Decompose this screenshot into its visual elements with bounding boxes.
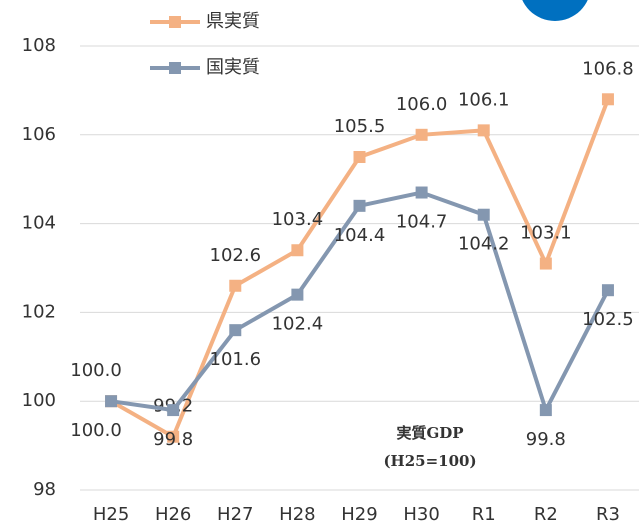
point-marker — [353, 151, 366, 163]
point-marker — [229, 279, 242, 292]
data-label: 103.4 — [272, 209, 324, 230]
annotation: 実質GDP — [396, 424, 463, 442]
y-tick-label: 100 — [22, 390, 56, 411]
point-marker — [477, 208, 490, 221]
x-tick-label: H28 — [279, 504, 315, 524]
legend-label: 県実質 — [206, 11, 260, 32]
y-tick-label: 106 — [22, 124, 56, 145]
data-label: 104.7 — [396, 212, 448, 233]
data-label: 106.0 — [396, 94, 448, 115]
point-marker — [291, 244, 304, 257]
point-marker — [353, 199, 366, 212]
point-marker — [291, 288, 304, 301]
data-label: 100.0 — [70, 360, 122, 381]
x-tick-label: H30 — [403, 504, 439, 524]
data-label: 103.1 — [520, 223, 572, 244]
data-label: 106.8 — [582, 58, 634, 79]
y-tick-label: 108 — [22, 35, 56, 56]
point-marker — [539, 404, 552, 417]
x-tick-label: R2 — [534, 504, 558, 524]
y-tick-label: 102 — [22, 301, 56, 322]
x-tick-label: R3 — [596, 504, 620, 524]
legend-marker — [169, 16, 181, 28]
point-marker — [105, 395, 118, 408]
x-tick-label: H25 — [93, 504, 129, 524]
x-tick-label: H27 — [217, 504, 253, 524]
x-tick-label: R1 — [472, 504, 496, 524]
data-label: 99.8 — [526, 429, 566, 450]
data-label: 104.2 — [458, 234, 510, 255]
point-marker — [415, 128, 428, 141]
data-label: 102.6 — [210, 245, 262, 266]
series-line — [110, 98, 610, 440]
decoration-circle — [522, 0, 588, 21]
y-tick-label: 104 — [22, 213, 56, 234]
data-label: 102.5 — [582, 309, 634, 330]
data-label: 105.5 — [334, 116, 386, 137]
point-marker — [601, 93, 614, 106]
data-label: 102.4 — [272, 314, 324, 335]
data-label: 104.4 — [334, 225, 386, 246]
point-marker — [229, 324, 242, 337]
data-label: 99.8 — [153, 429, 193, 450]
point-marker — [167, 404, 180, 417]
data-label: 106.1 — [458, 89, 510, 110]
data-label: 101.6 — [210, 349, 262, 370]
point-marker — [601, 284, 614, 297]
point-marker — [167, 430, 180, 443]
point-marker — [415, 186, 428, 199]
data-label: 100.0 — [70, 420, 122, 441]
annotation: (H25=100) — [383, 452, 476, 470]
legend-marker — [169, 62, 181, 74]
x-tick-label: H29 — [341, 504, 377, 524]
point-marker — [539, 257, 552, 270]
point-marker — [477, 124, 490, 137]
x-tick-label: H26 — [155, 504, 191, 524]
y-tick-label: 98 — [33, 479, 56, 500]
legend-label: 国実質 — [206, 57, 260, 78]
